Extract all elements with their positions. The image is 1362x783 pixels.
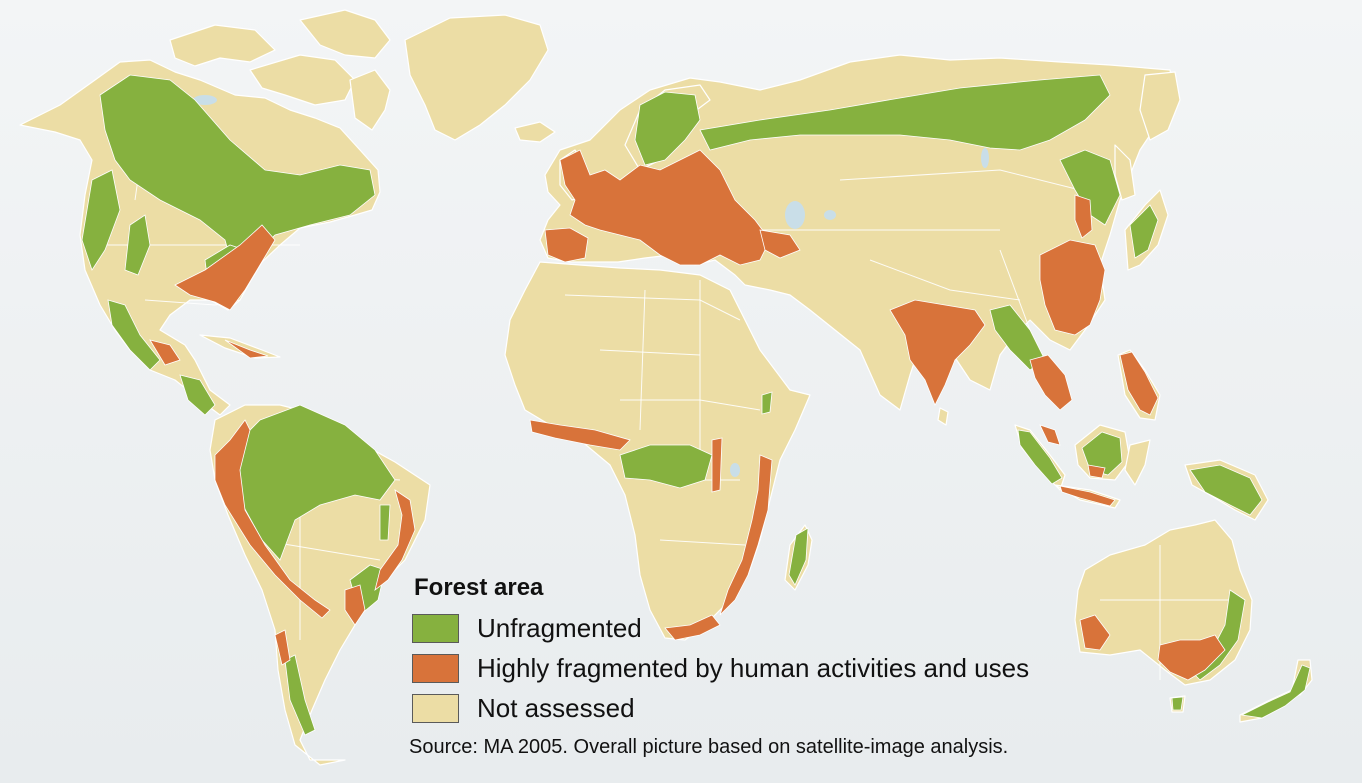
- unfragmented-forest-areas: [81, 74, 1311, 736]
- patagonia-fragmented: [274, 629, 291, 666]
- iceland-landmass: [514, 121, 556, 143]
- source-note: Source: MA 2005. Overall picture based o…: [409, 736, 1009, 758]
- eastern-us-fragmented: [174, 224, 276, 311]
- iberia-fragmented: [544, 227, 589, 263]
- east-coast-africa-fragmented: [719, 454, 773, 616]
- brazil-coast-fragmented: [374, 489, 416, 592]
- baffin-island: [349, 69, 391, 131]
- legend-label-not-assessed: Not assessed: [477, 692, 635, 723]
- sri-lanka: [937, 407, 949, 426]
- sumatra-fragmented: [1039, 424, 1061, 446]
- philippines-fragmented: [1119, 351, 1159, 416]
- sakhalin: [1114, 144, 1136, 201]
- legend-swatch-not-assessed: [412, 693, 459, 723]
- boreal-forest-north-america: [99, 74, 376, 266]
- south-africa-fragmented: [664, 614, 721, 641]
- east-asia-forest: [1059, 149, 1121, 226]
- legend-swatch-fragmented: [412, 653, 459, 683]
- se-australia-fragmented: [1157, 634, 1226, 681]
- andes-fragmented: [214, 419, 331, 619]
- mexico-forest: [107, 299, 161, 371]
- tasmania-forest: [1171, 696, 1184, 711]
- east-africa-forest: [761, 391, 773, 415]
- brazil-east-forest: [379, 504, 391, 541]
- pacific-nw-forest: [81, 169, 121, 271]
- arctic-islands-2: [249, 54, 356, 106]
- congo-forest: [619, 444, 713, 489]
- sulawesi: [1124, 439, 1151, 486]
- arctic-islands: [169, 24, 276, 67]
- japan-forest: [1129, 204, 1159, 259]
- legend-item-not-assessed: Not assessed: [412, 688, 1029, 728]
- legend-label-unfragmented: Unfragmented: [477, 612, 642, 643]
- east-africa-fragmented: [711, 437, 723, 493]
- scandinavian-forest: [634, 91, 701, 166]
- new-zealand-forest: [1240, 664, 1311, 719]
- western-europe-fragmented: [559, 149, 771, 266]
- india-fragmented: [889, 299, 986, 406]
- rockies-forest: [124, 214, 151, 276]
- borneo-fragmented: [1087, 464, 1106, 479]
- new-guinea-forest: [1189, 464, 1263, 516]
- legend-swatch-unfragmented: [412, 613, 459, 643]
- south-china-fragmented: [1039, 239, 1106, 336]
- java-fragmented: [1059, 485, 1116, 507]
- kamchatka: [1139, 71, 1181, 141]
- chile-forest: [284, 654, 316, 736]
- korea-fragmented: [1074, 194, 1093, 239]
- legend-item-fragmented: Highly fragmented by human activities an…: [412, 648, 1029, 688]
- sumatra-forest: [1017, 429, 1063, 485]
- taiga-forest: [699, 74, 1111, 151]
- arctic-islands-3: [299, 9, 391, 59]
- legend-item-unfragmented: Unfragmented: [412, 608, 1029, 648]
- amazon-forest: [229, 404, 396, 561]
- gulf-coast-fragmented: [149, 339, 181, 366]
- fragmented-forest-areas: [149, 149, 1226, 681]
- caribbean-fragmented: [224, 339, 269, 359]
- sw-australia-fragmented: [1079, 614, 1111, 651]
- central-america-forest: [179, 374, 216, 416]
- greenland-landmass: [404, 14, 549, 141]
- southern-brazil-fragmented: [344, 584, 366, 626]
- legend-title: Forest area: [414, 574, 544, 601]
- caucasus-fragmented: [759, 229, 801, 259]
- map-legend: Forest area Unfragmented Highly fragment…: [412, 574, 1029, 728]
- madagascar-forest: [788, 527, 809, 586]
- west-africa-fragmented: [529, 419, 631, 451]
- legend-label-fragmented: Highly fragmented by human activities an…: [477, 652, 1030, 683]
- indochina-fragmented: [1029, 354, 1073, 411]
